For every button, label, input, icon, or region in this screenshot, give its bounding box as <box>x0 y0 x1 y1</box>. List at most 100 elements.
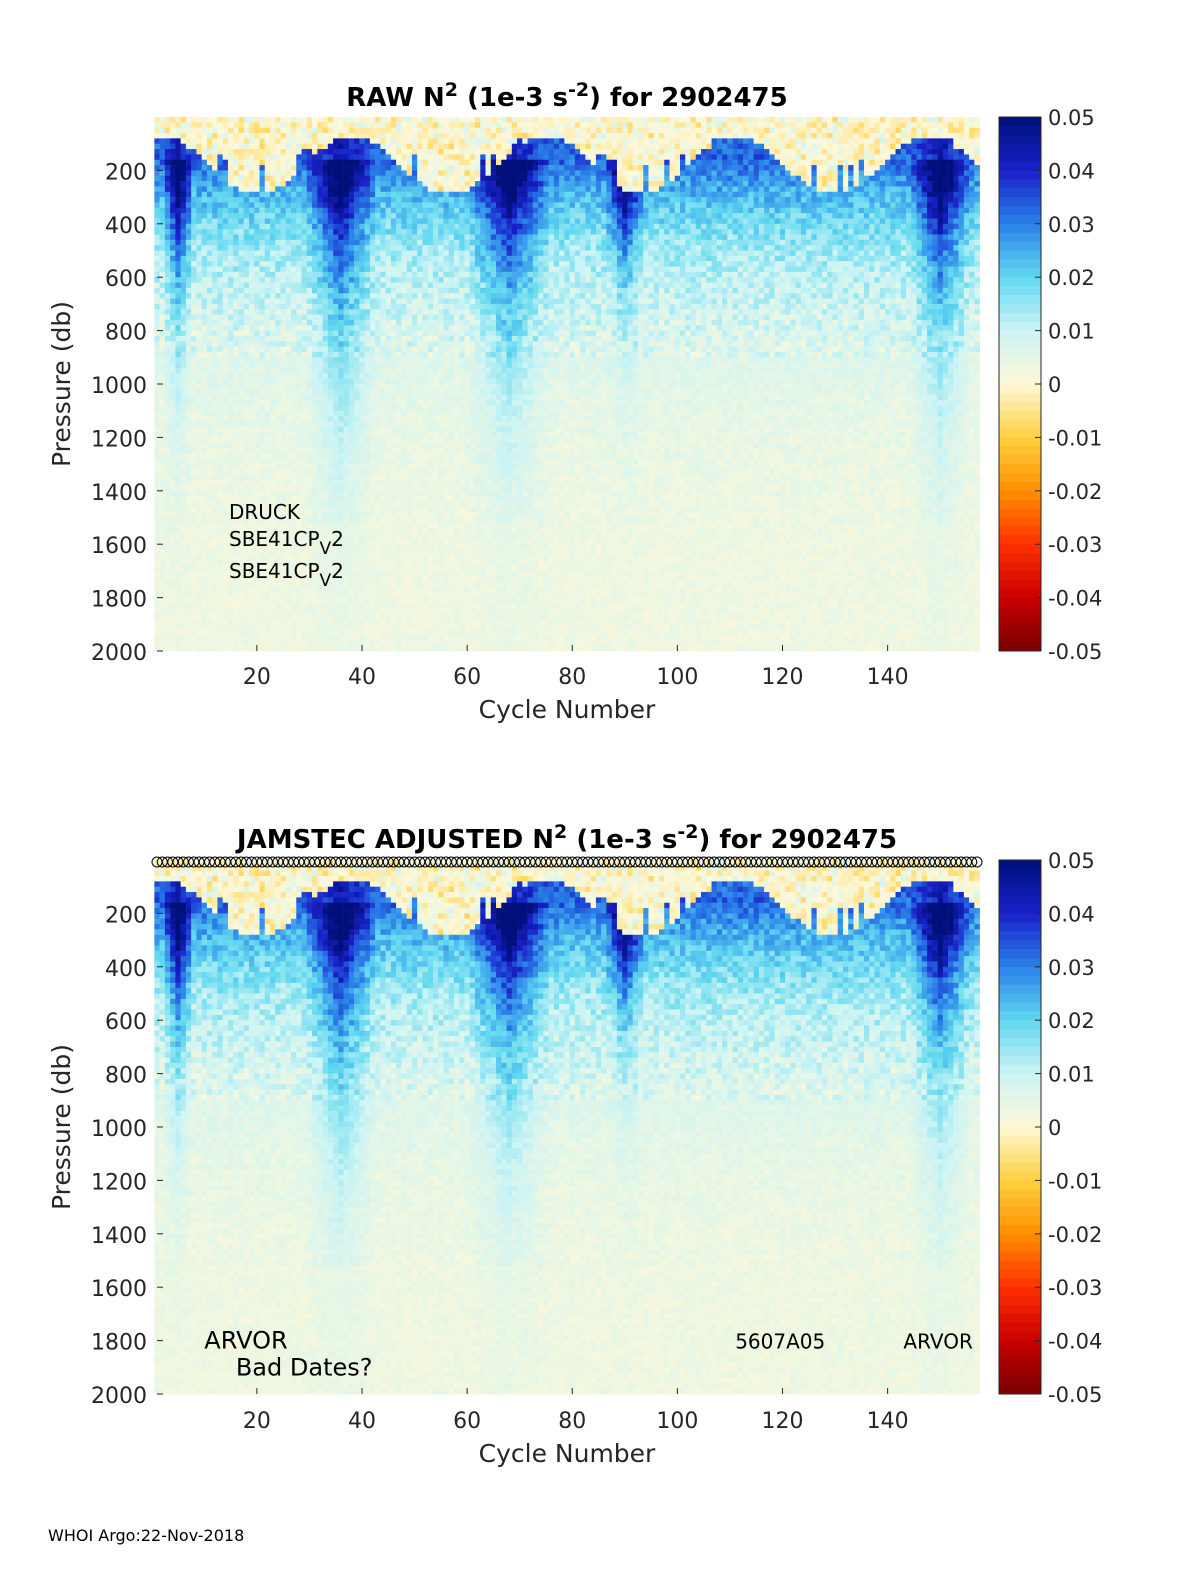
heatmap-cell <box>265 192 271 198</box>
heatmap-cell <box>165 507 171 513</box>
heatmap-cell <box>175 373 181 379</box>
heatmap-cell <box>302 154 308 160</box>
heatmap-cell <box>260 341 266 347</box>
heatmap-cell <box>154 357 160 363</box>
heatmap-cell <box>312 320 318 326</box>
heatmap-cell <box>175 283 181 289</box>
heatmap-cell <box>281 421 287 427</box>
heatmap-cell <box>265 186 271 192</box>
heatmap-cell <box>391 240 397 246</box>
heatmap-cell <box>175 181 181 187</box>
heatmap-cell <box>254 469 260 475</box>
heatmap-cell <box>412 395 418 401</box>
heatmap-cell <box>196 501 202 507</box>
heatmap-cell <box>407 331 413 337</box>
heatmap-cell <box>323 464 329 470</box>
heatmap-cell <box>370 283 376 289</box>
heatmap-cell <box>391 352 397 358</box>
heatmap-cell <box>233 421 239 427</box>
heatmap-cell <box>375 534 381 540</box>
heatmap-cell <box>333 251 339 257</box>
heatmap-cell <box>380 416 386 422</box>
heatmap-cell <box>386 368 392 374</box>
heatmap-cell <box>323 619 329 625</box>
heatmap-cell <box>207 181 213 187</box>
heatmap-cell <box>238 443 244 449</box>
heatmap-cell <box>154 283 160 289</box>
heatmap-cell <box>202 304 208 310</box>
heatmap-cell <box>202 336 208 342</box>
heatmap-cell <box>265 272 271 278</box>
heatmap-cell <box>296 122 302 128</box>
heatmap-cell <box>349 496 355 502</box>
heatmap-cell <box>349 395 355 401</box>
heatmap-cell <box>186 160 192 166</box>
heatmap-cell <box>344 576 350 582</box>
heatmap-cell <box>317 405 323 411</box>
heatmap-cell <box>401 320 407 326</box>
heatmap-cell <box>401 170 407 176</box>
heatmap-cell <box>281 427 287 433</box>
heatmap-cell <box>202 251 208 257</box>
heatmap-cell <box>349 453 355 459</box>
heatmap-cell <box>323 288 329 294</box>
heatmap-cell <box>354 635 360 641</box>
heatmap-cell <box>175 299 181 305</box>
heatmap-cell <box>359 128 365 134</box>
heatmap-cell <box>359 518 365 524</box>
heatmap-cell <box>275 635 281 641</box>
heatmap-cell <box>338 448 344 454</box>
heatmap-cell <box>365 154 371 160</box>
heatmap-cell <box>344 165 350 171</box>
heatmap-cell <box>181 550 187 556</box>
heatmap-cell <box>333 363 339 369</box>
heatmap-cell <box>249 453 255 459</box>
heatmap-cell <box>344 630 350 636</box>
heatmap-cell <box>359 576 365 582</box>
heatmap-cell <box>265 133 271 139</box>
heatmap-cell <box>401 592 407 598</box>
heatmap-cell <box>317 149 323 155</box>
heatmap-cell <box>175 218 181 224</box>
heatmap-cell <box>186 384 192 390</box>
heatmap-cell <box>407 395 413 401</box>
heatmap-cell <box>270 635 276 641</box>
heatmap-cell <box>265 315 271 321</box>
heatmap-cell <box>401 234 407 240</box>
heatmap-cell <box>333 624 339 630</box>
heatmap-cell <box>281 299 287 305</box>
heatmap-cell <box>186 234 192 240</box>
heatmap-cell <box>375 128 381 134</box>
heatmap-cell <box>228 453 234 459</box>
heatmap-cell <box>207 170 213 176</box>
heatmap-cell <box>375 544 381 550</box>
heatmap-cell <box>391 491 397 497</box>
heatmap-cell <box>380 389 386 395</box>
heatmap-cell <box>328 309 334 315</box>
heatmap-cell <box>286 154 292 160</box>
heatmap-cell <box>281 341 287 347</box>
heatmap-cell <box>349 122 355 128</box>
heatmap-cell <box>270 608 276 614</box>
heatmap-cell <box>281 475 287 481</box>
heatmap-cell <box>407 560 413 566</box>
heatmap-cell <box>265 229 271 235</box>
heatmap-cell <box>160 149 166 155</box>
heatmap-cell <box>191 582 197 588</box>
heatmap-cell <box>202 154 208 160</box>
heatmap-cell <box>380 646 386 652</box>
heatmap-cell <box>354 448 360 454</box>
heatmap-cell <box>265 234 271 240</box>
heatmap-cell <box>238 357 244 363</box>
heatmap-cell <box>217 608 223 614</box>
heatmap-cell <box>359 149 365 155</box>
heatmap-cell <box>228 464 234 470</box>
heatmap-cell <box>260 272 266 278</box>
heatmap-cell <box>181 245 187 251</box>
heatmap-cell <box>223 411 229 417</box>
heatmap-cell <box>275 598 281 604</box>
heatmap-cell <box>196 518 202 524</box>
heatmap-cell <box>191 149 197 155</box>
heatmap-cell <box>291 379 297 385</box>
heatmap-cell <box>359 592 365 598</box>
